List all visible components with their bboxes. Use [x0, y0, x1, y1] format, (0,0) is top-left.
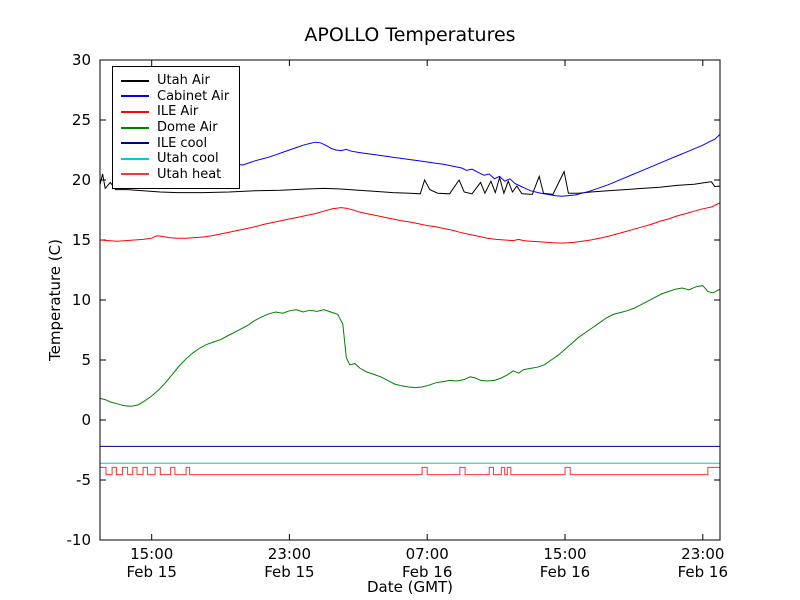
y-tick-label: -10 [67, 531, 92, 549]
y-tick-label: -5 [76, 471, 91, 489]
legend: Utah Air Cabinet Air ILE Air Dome Air IL… [112, 66, 241, 190]
x-tick-label: Feb 15 [126, 563, 176, 581]
legend-label: ILE cool [157, 135, 208, 151]
y-tick-label: 15 [72, 231, 91, 249]
axes-frame [99, 59, 721, 541]
y-tick-label: 30 [72, 51, 91, 69]
legend-label: Utah Air [157, 73, 210, 89]
x-axis-label: Date (GMT) [366, 578, 454, 596]
legend-line-sample [121, 173, 149, 176]
x-tick-label: Feb 16 [402, 563, 452, 581]
x-tick-label: Feb 16 [540, 563, 590, 581]
legend-line-sample [121, 110, 149, 113]
legend-item: Dome Air [121, 120, 229, 136]
legend-item: Utah cool [121, 151, 229, 167]
legend-line-sample [121, 79, 149, 82]
legend-label: Utah heat [157, 166, 222, 182]
series-line-ile-air [99, 202, 721, 244]
y-tick-label: 25 [72, 111, 91, 129]
legend-item: Utah heat [121, 167, 229, 183]
x-tick-label: Feb 15 [264, 563, 314, 581]
legend-item: Cabinet Air [121, 89, 229, 105]
legend-label: Cabinet Air [157, 88, 230, 104]
legend-line-sample [121, 142, 149, 145]
x-tick-label: 15:00 [130, 545, 173, 563]
x-tick-label: Feb 16 [678, 563, 728, 581]
series-line-utah-air [99, 170, 721, 195]
legend-label: Dome Air [157, 120, 218, 136]
legend-line-sample [121, 157, 149, 160]
legend-item: Utah Air [121, 73, 229, 89]
y-tick-label: 20 [72, 171, 91, 189]
y-tick-label: 5 [81, 351, 91, 369]
series-line-dome-air [99, 285, 721, 407]
series-line-cabinet-air [230, 134, 721, 197]
legend-item: ILE Air [121, 104, 229, 120]
y-tick-label: 10 [72, 291, 91, 309]
legend-line-sample [121, 126, 149, 129]
legend-item: ILE cool [121, 135, 229, 151]
legend-label: ILE Air [157, 104, 199, 120]
x-tick-label: 15:00 [543, 545, 586, 563]
chart-title: APOLLO Temperatures [304, 24, 516, 46]
y-tick-label: 0 [81, 411, 91, 429]
x-tick-label: 07:00 [406, 545, 449, 563]
x-tick-label: 23:00 [681, 545, 724, 563]
legend-label: Utah cool [157, 151, 219, 167]
x-tick-label: 23:00 [268, 545, 311, 563]
series-line-utah-heat [100, 466, 720, 476]
legend-line-sample [121, 95, 149, 98]
